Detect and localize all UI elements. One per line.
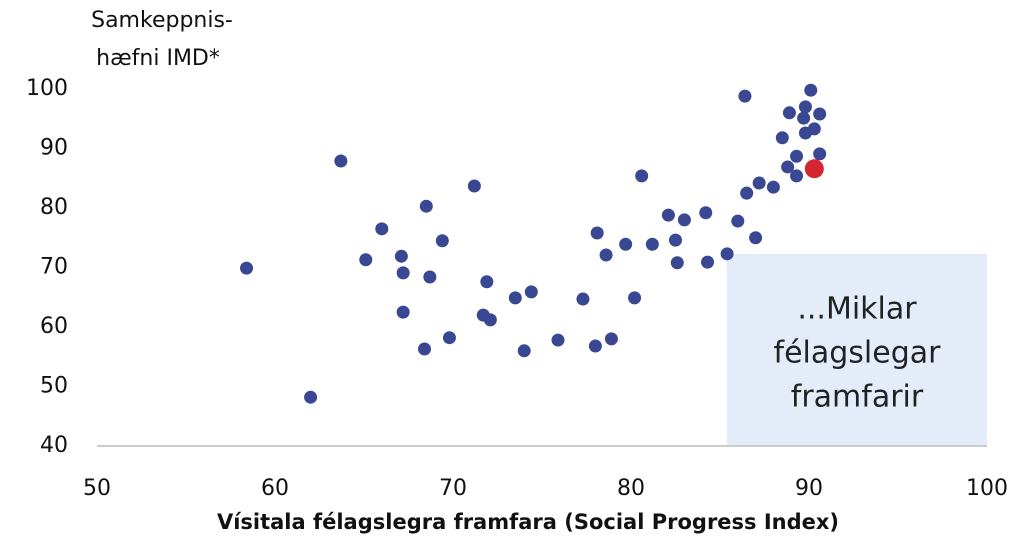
point [670,256,684,270]
point [442,331,456,345]
point [590,226,604,240]
point [619,237,633,251]
annotation-text: ...Miklar [797,292,917,327]
x-tick-label: 70 [439,476,467,501]
point [418,342,432,356]
point [645,237,659,251]
point [396,266,410,280]
highlight-point [804,159,824,179]
y-axis-label: hæfni IMD* [96,46,220,71]
point [551,333,565,347]
x-axis-label: Vísitala félagslegra framfara (Social Pr… [217,510,839,534]
point [375,222,389,236]
x-tick-label: 60 [261,476,289,501]
y-tick-label: 100 [26,76,68,101]
point [334,154,348,168]
point [635,169,649,183]
point [517,344,531,358]
point [749,231,763,245]
point [396,305,410,319]
point [588,339,602,353]
point [423,270,437,284]
point [240,261,254,275]
x-tick-label: 80 [617,476,645,501]
y-tick-label: 80 [40,195,68,220]
point [813,107,827,121]
x-tick-label: 50 [83,476,111,501]
point [628,291,642,305]
point [804,83,818,97]
point [720,247,734,261]
point [766,180,780,194]
annotation-text: framfarir [791,380,924,415]
point [419,199,433,213]
point [775,131,789,145]
y-tick-label: 40 [40,433,68,458]
y-tick-label: 90 [40,136,68,161]
y-tick-label: 60 [40,314,68,339]
x-tick-label: 90 [795,476,823,501]
point [797,111,811,125]
point [701,255,715,269]
point [508,291,522,305]
point [752,176,766,190]
y-tick-label: 50 [40,374,68,399]
point [599,248,613,262]
point [798,100,812,114]
point [483,313,497,327]
point [604,332,618,346]
point [359,253,373,267]
annotation-box [727,254,987,446]
point [304,390,318,404]
point [394,249,408,263]
point [740,186,754,200]
point [807,122,821,136]
point [781,160,795,174]
point [480,275,494,289]
point [677,213,691,227]
x-tick-label: 100 [966,476,1008,501]
annotation-text: félagslegar [774,336,942,371]
point [699,206,713,220]
point [813,147,827,161]
point [661,208,675,222]
point [524,285,538,299]
point [669,233,682,247]
point [731,214,745,228]
point [467,179,481,193]
point [576,292,590,306]
point [738,89,752,103]
point [790,149,804,163]
point [790,169,804,183]
point [782,106,796,120]
y-tick-label: 70 [40,255,68,280]
y-axis-label: Samkeppnis- [91,8,233,33]
point [435,234,449,248]
